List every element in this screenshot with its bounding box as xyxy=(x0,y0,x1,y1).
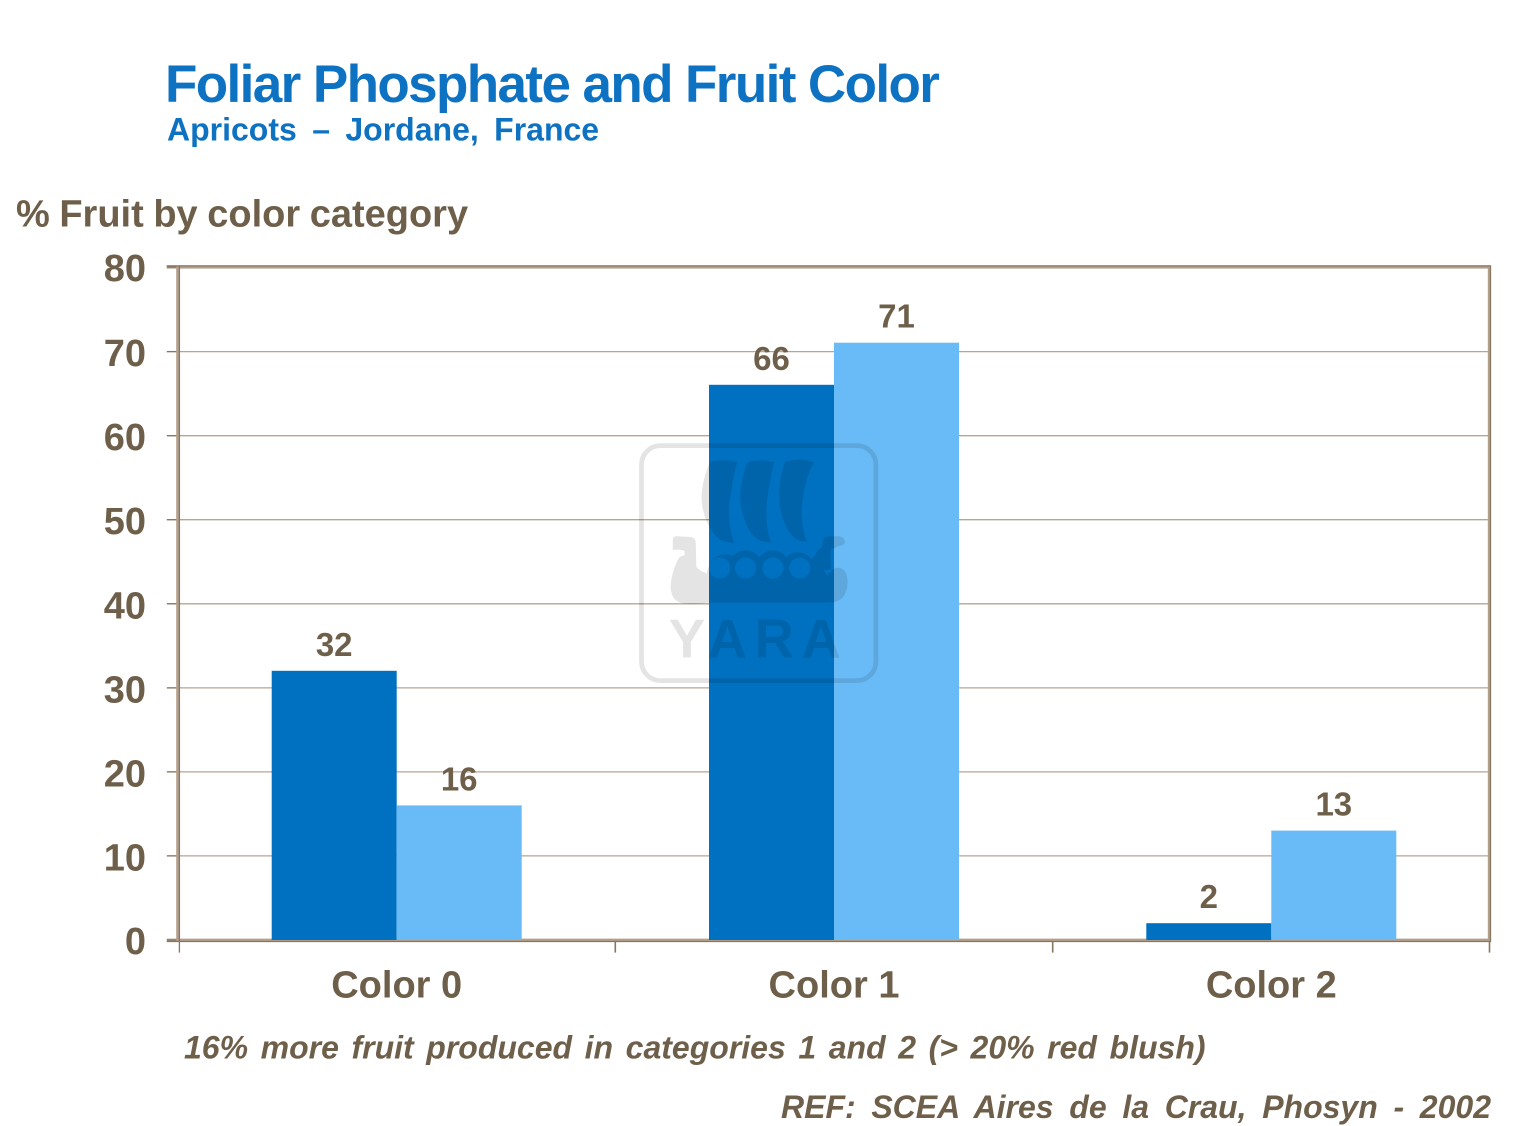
svg-text:32: 32 xyxy=(316,626,353,663)
svg-text:Color 1: Color 1 xyxy=(769,965,900,1007)
svg-text:66: 66 xyxy=(753,340,790,377)
svg-text:10: 10 xyxy=(104,838,146,880)
svg-text:YARA: YARA xyxy=(669,609,848,670)
svg-text:Color 2: Color 2 xyxy=(1206,965,1337,1007)
svg-text:2: 2 xyxy=(1200,878,1218,915)
svg-text:20: 20 xyxy=(104,754,146,796)
svg-text:16: 16 xyxy=(441,760,478,797)
svg-text:13: 13 xyxy=(1315,786,1352,823)
svg-text:70: 70 xyxy=(104,333,146,375)
svg-text:71: 71 xyxy=(878,298,915,335)
svg-text:40: 40 xyxy=(104,585,146,627)
svg-text:% Fruit by color category: % Fruit by color category xyxy=(16,194,468,236)
svg-text:50: 50 xyxy=(104,501,146,543)
svg-text:30: 30 xyxy=(104,669,146,711)
svg-text:Foliar Phosphate and Fruit Col: Foliar Phosphate and Fruit Color xyxy=(165,55,939,114)
svg-text:16% more fruit produced in cat: 16% more fruit produced in categories 1 … xyxy=(184,1030,1206,1066)
svg-text:0: 0 xyxy=(125,921,146,963)
svg-text:Apricots – Jordane, France: Apricots – Jordane, France xyxy=(167,112,599,148)
svg-text:Color 0: Color 0 xyxy=(331,965,462,1007)
svg-text:60: 60 xyxy=(104,417,146,459)
svg-text:80: 80 xyxy=(104,248,146,290)
svg-text:REF: SCEA Aires de la Crau, Ph: REF: SCEA Aires de la Crau, Phosyn - 200… xyxy=(781,1089,1491,1125)
